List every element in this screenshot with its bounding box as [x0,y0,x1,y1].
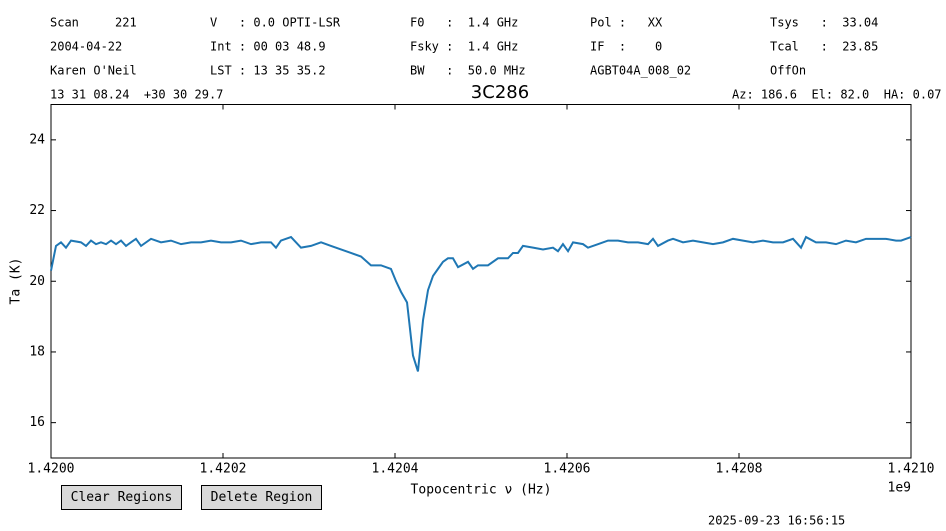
header-field: Pol : XX [590,16,663,30]
x-offset-label: 1e9 [888,481,911,496]
y-tick-label: 18 [29,344,45,359]
x-tick-label: 1.4208 [716,462,763,477]
button-box[interactable] [201,485,322,510]
plot-frame [50,104,912,459]
header-field: AGBT04A_008_02 [590,64,691,78]
header-field: 2004-04-22 [50,40,122,54]
spectrum-line [50,235,912,372]
y-tick-label: 20 [29,274,45,289]
y-tick-label: 22 [29,203,45,218]
y-axis-label: Ta (K) [9,258,24,305]
x-tick-label: 1.4204 [372,462,419,477]
header-field: Karen O'Neil [50,64,137,78]
coords: 13 31 08.24 +30 30 29.7 [50,88,223,102]
button-box[interactable] [61,485,182,510]
header-field: Fsky : 1.4 GHz [410,40,518,54]
pointing: Az: 186.6 El: 82.0 HA: 0.07 [732,88,942,102]
header-field: V : 0.0 OPTI-LSR [210,16,341,30]
header-field: F0 : 1.4 GHz [410,16,518,30]
y-tick-label: 24 [29,132,45,147]
timestamp: 2025-09-23 16:56:15 [708,514,845,528]
x-tick-label: 1.4206 [544,462,591,477]
header-field: Tsys : 33.04 [770,16,878,30]
delete-region-button[interactable]: Delete Region [201,485,322,510]
x-axis-label: Topocentric ν (Hz) [411,483,552,498]
button-label[interactable]: Delete Region [211,490,313,505]
header-field: OffOn [770,64,806,78]
header-field: Scan 221 [50,16,137,30]
header-field: LST : 13 35 35.2 [210,64,326,78]
header-field: BW : 50.0 MHz [410,64,526,78]
header-field: Tcal : 23.85 [770,40,878,54]
header-field: IF : 0 [590,40,662,54]
button-label[interactable]: Clear Regions [71,490,173,505]
x-tick-label: 1.4202 [200,462,247,477]
x-tick-label: 1.4210 [888,462,935,477]
x-tick-label: 1.4200 [28,462,75,477]
chart-title: 3C286 [471,82,529,103]
clear-regions-button[interactable]: Clear Regions [61,485,182,510]
y-tick-label: 16 [29,415,45,430]
header-field: Int : 00 03 48.9 [210,40,326,54]
